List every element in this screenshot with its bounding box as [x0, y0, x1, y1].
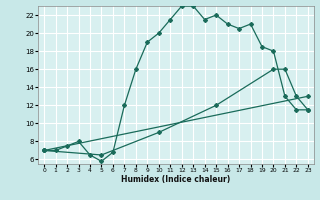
X-axis label: Humidex (Indice chaleur): Humidex (Indice chaleur) [121, 175, 231, 184]
